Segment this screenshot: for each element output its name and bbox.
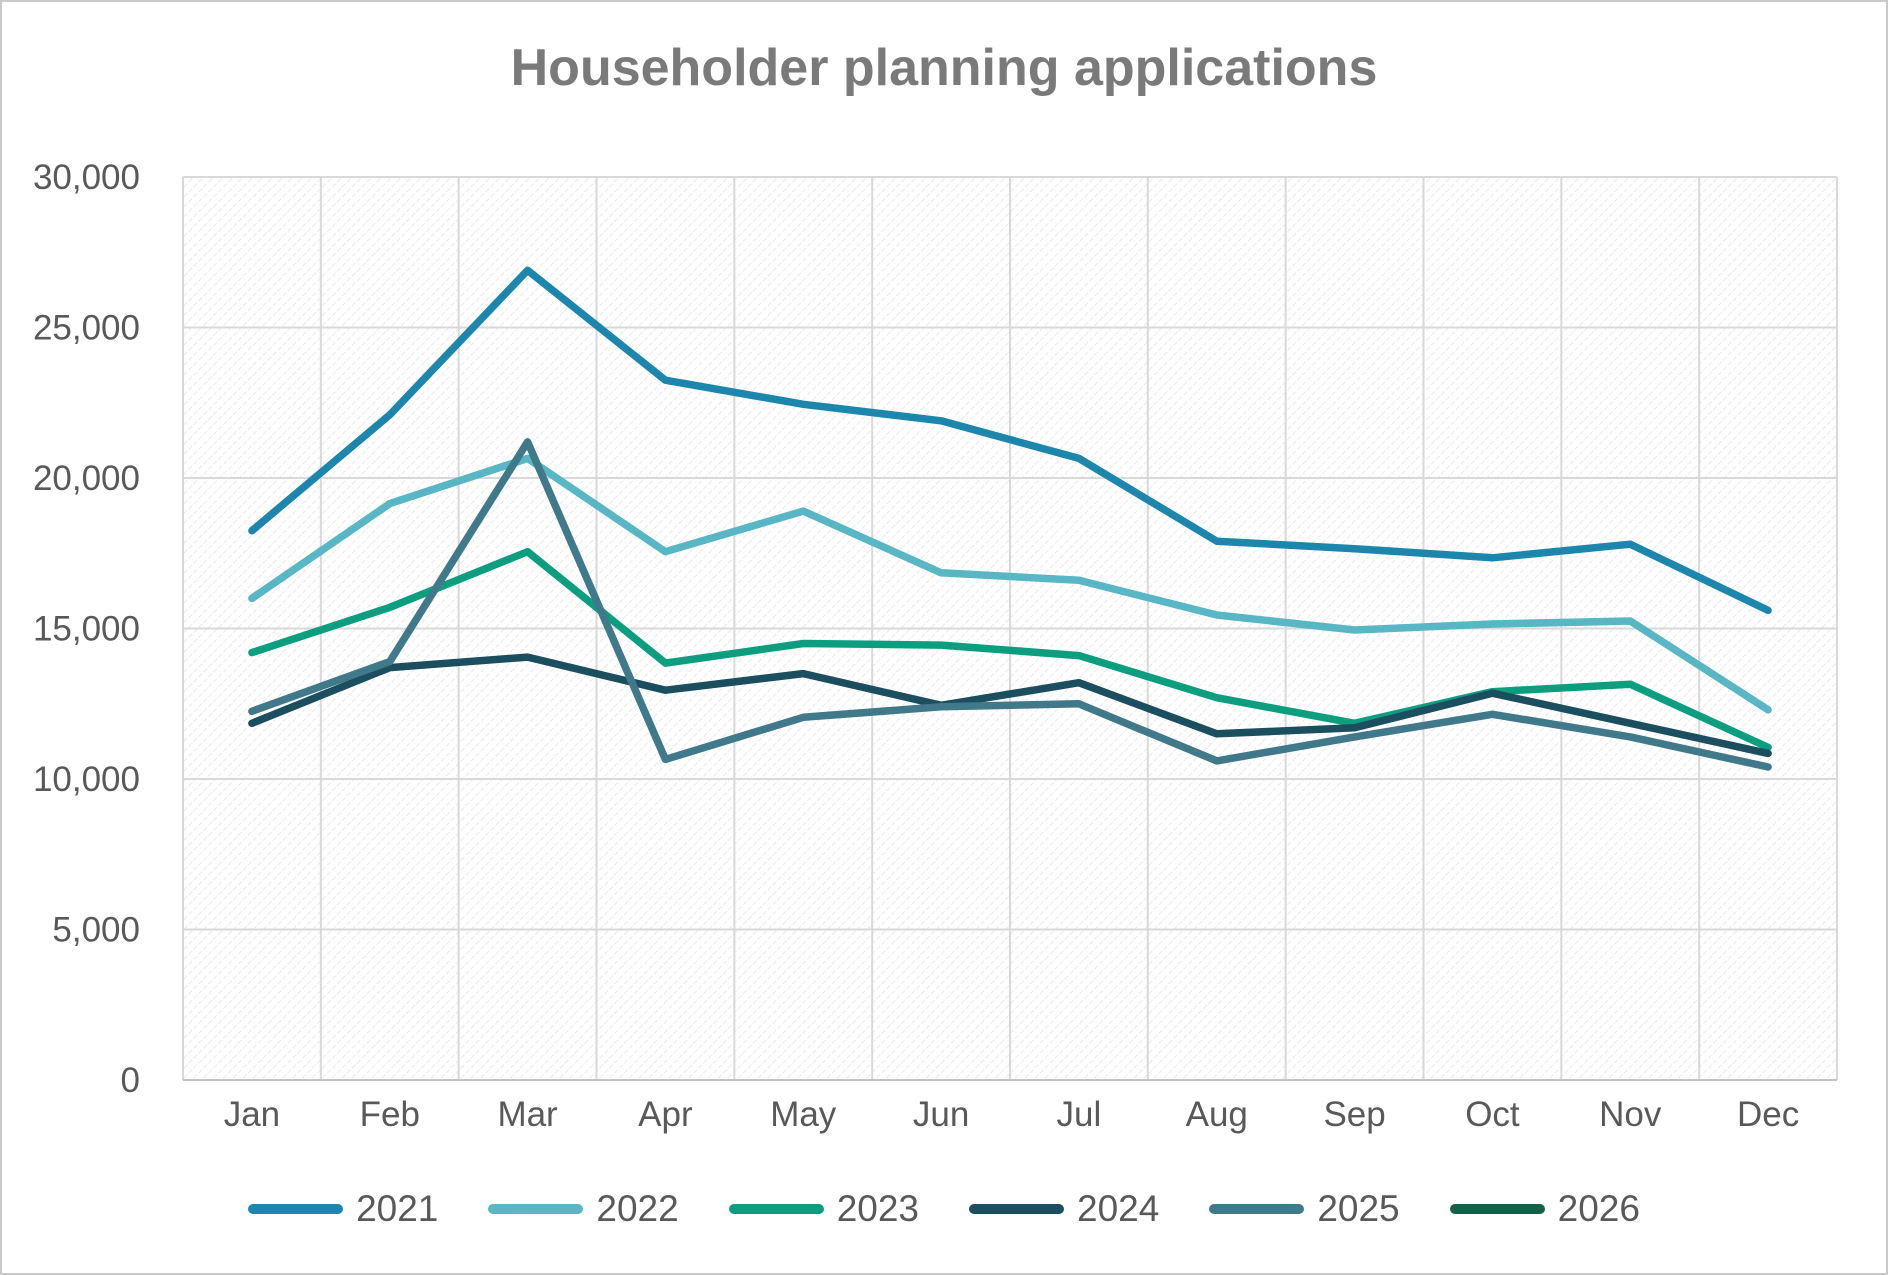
x-axis-label: Jun bbox=[913, 1095, 969, 1134]
series-line-2023 bbox=[248, 547, 1772, 752]
legend-label-2021: 2021 bbox=[356, 1188, 439, 1229]
x-axis-label: Dec bbox=[1737, 1095, 1799, 1134]
legend-swatch-2023 bbox=[728, 1204, 824, 1214]
x-axis-label: Jan bbox=[224, 1095, 280, 1134]
series-line-2022 bbox=[248, 454, 1772, 714]
legend-swatch-2022 bbox=[488, 1204, 584, 1214]
legend-item-2024: 2024 bbox=[969, 1188, 1159, 1230]
series-line-2024 bbox=[248, 653, 1772, 758]
legend-item-2025: 2025 bbox=[1209, 1188, 1400, 1230]
series-line-2025 bbox=[248, 438, 1772, 771]
legend-swatch-2021 bbox=[248, 1204, 344, 1214]
x-axis-label: Nov bbox=[1599, 1095, 1662, 1134]
legend-label-2022: 2022 bbox=[596, 1188, 679, 1229]
legend-item-2026: 2026 bbox=[1449, 1188, 1640, 1230]
legend-item-2022: 2022 bbox=[488, 1188, 679, 1230]
x-axis-label: Sep bbox=[1323, 1095, 1385, 1134]
legend-label-2024: 2024 bbox=[1077, 1188, 1160, 1229]
legend-swatch-2024 bbox=[969, 1204, 1064, 1214]
y-axis-label: 0 bbox=[121, 1061, 140, 1100]
legend-swatch-2026 bbox=[1449, 1204, 1545, 1214]
x-axis-label: Jul bbox=[1057, 1095, 1102, 1134]
legend-label-2023: 2023 bbox=[836, 1188, 919, 1229]
y-axis-label: 10,000 bbox=[33, 760, 140, 799]
x-axis-label: Apr bbox=[638, 1095, 693, 1134]
y-axis-label: 15,000 bbox=[33, 610, 140, 649]
legend-item-2023: 2023 bbox=[728, 1188, 919, 1230]
series-line-2021 bbox=[248, 266, 1772, 615]
legend-label-2025: 2025 bbox=[1317, 1188, 1400, 1229]
y-axis-label: 25,000 bbox=[33, 309, 140, 348]
x-axis-label: Feb bbox=[360, 1095, 420, 1134]
x-axis-label: Oct bbox=[1465, 1095, 1520, 1134]
legend-swatch-2025 bbox=[1209, 1204, 1305, 1214]
chart-title: Householder planning applications bbox=[510, 39, 1378, 97]
legend-item-2021: 2021 bbox=[248, 1188, 438, 1230]
legend: 2021 2022 2023 2024 2025 2026 bbox=[2, 1188, 1886, 1230]
legend-label-2026: 2026 bbox=[1557, 1188, 1640, 1229]
y-axis-label: 30,000 bbox=[33, 158, 140, 197]
x-axis-label: May bbox=[770, 1095, 837, 1134]
y-axis-label: 20,000 bbox=[33, 459, 140, 498]
x-axis-label: Aug bbox=[1186, 1095, 1248, 1134]
y-axis-label: 5,000 bbox=[52, 911, 140, 950]
x-axis-label: Mar bbox=[497, 1095, 558, 1134]
